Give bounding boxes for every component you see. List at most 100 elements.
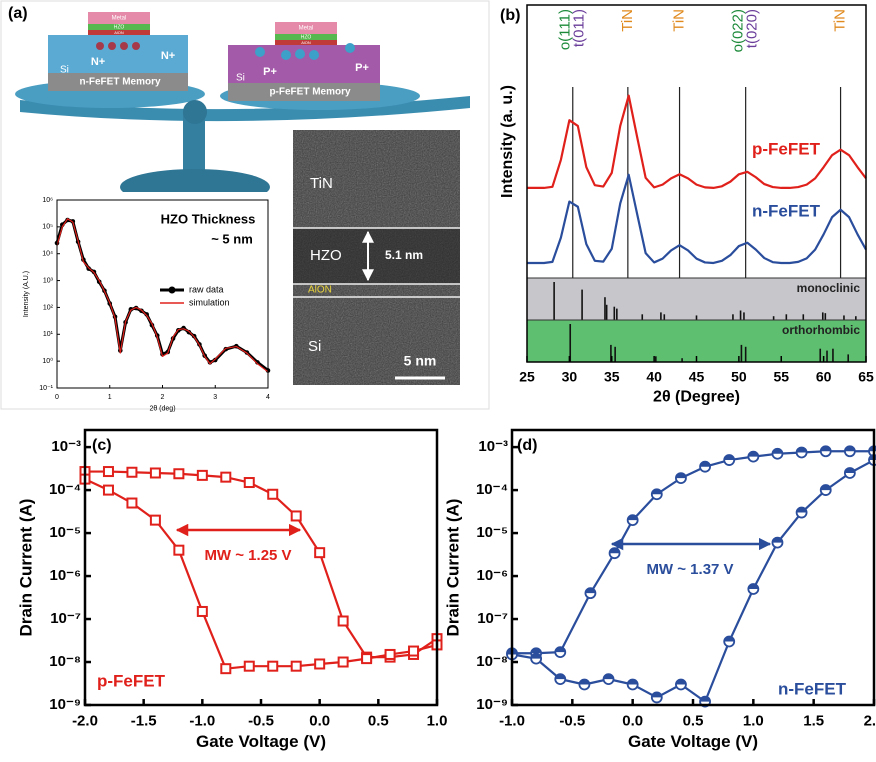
y-tick-label: 10² — [43, 304, 54, 311]
peak-label: TiN — [619, 9, 636, 32]
y-tick-label: 10⁶ — [42, 197, 53, 204]
series-line — [85, 479, 437, 669]
figure: (a) Metal HZO AlON N+ N+ Si n-FeFET Memo… — [0, 0, 876, 762]
y-tick-label: 10⁻³ — [478, 438, 508, 455]
legend-label: raw data — [189, 284, 224, 294]
marker — [174, 469, 183, 478]
marker — [748, 584, 758, 594]
y-tick-label: 10¹ — [43, 331, 54, 338]
x-tick-label: -0.5 — [248, 712, 274, 729]
marker — [610, 548, 620, 558]
annotation: HZO Thickness — [161, 211, 256, 226]
marker — [585, 588, 595, 598]
annotation: MW ~ 1.37 V — [646, 561, 733, 578]
marker — [339, 658, 348, 667]
marker — [362, 654, 371, 663]
marker — [652, 489, 662, 499]
peak-label: TiN — [671, 9, 688, 32]
y-tick-label: 10⁻⁹ — [49, 696, 81, 713]
y-tick-label: 10⁻⁶ — [476, 567, 508, 584]
tem-layer-label: Si — [308, 338, 321, 355]
marker — [315, 659, 324, 668]
x-tick-label: 40 — [646, 368, 662, 384]
x-tick-label: 25 — [519, 368, 535, 384]
x-tick-label: -1.5 — [131, 712, 157, 729]
marker — [292, 511, 301, 520]
marker — [821, 485, 831, 495]
layer-label: AlON — [301, 40, 311, 45]
x-tick-label: 0.5 — [683, 712, 704, 729]
y-tick-label: 10⁻⁷ — [477, 610, 508, 627]
marker — [724, 455, 734, 465]
x-tick-label: 2.0 — [864, 712, 876, 729]
marker — [845, 446, 855, 456]
panel-label: (a) — [8, 5, 28, 22]
substrate-label: Si — [60, 65, 69, 76]
panel-label: (d) — [517, 437, 537, 454]
x-tick-label: 0 — [55, 394, 59, 401]
x-tick-label: 30 — [562, 368, 578, 384]
x-tick-label: 1 — [108, 394, 112, 401]
device-caption: n-FeFET Memory — [79, 77, 161, 88]
device-label: p-FeFET — [97, 671, 166, 690]
marker — [104, 486, 113, 495]
drain-label: N+ — [161, 50, 175, 62]
marker — [104, 467, 113, 476]
y-tick-label: 10⁻⁸ — [49, 653, 81, 670]
y-tick-label: 10⁻⁴ — [49, 481, 81, 498]
x-tick-label: 0.0 — [309, 712, 330, 729]
scale-bar-label: 5 nm — [404, 353, 437, 369]
x-axis-label: Gate Voltage (V) — [196, 732, 326, 751]
marker — [198, 607, 207, 616]
drain-label: P+ — [355, 62, 369, 74]
x-tick-label: 3 — [213, 394, 217, 401]
x-tick-label: -1.0 — [499, 712, 525, 729]
legend-marker — [169, 287, 176, 294]
x-axis-label: Gate Voltage (V) — [628, 732, 758, 751]
series-label: p-FeFET — [752, 139, 821, 158]
marker — [604, 674, 614, 684]
x-tick-label: 2 — [161, 394, 165, 401]
x-tick-label: 1.5 — [803, 712, 824, 729]
y-tick-label: 10⁵ — [42, 224, 53, 231]
x-tick-label: 65 — [858, 368, 874, 384]
marker — [339, 617, 348, 626]
marker — [700, 462, 710, 472]
x-tick-label: 45 — [689, 368, 705, 384]
panel-a: (a) Metal HZO AlON N+ N+ Si n-FeFET Memo… — [1, 1, 489, 409]
series-label: n-FeFET — [752, 201, 821, 220]
marker — [268, 490, 277, 499]
y-tick-label: 10⁻³ — [51, 438, 81, 455]
peak-label: TiN — [832, 9, 849, 32]
marker — [268, 662, 277, 671]
charge — [281, 50, 291, 60]
marker — [628, 515, 638, 525]
balance-pivot — [183, 100, 207, 124]
marker — [315, 548, 324, 557]
marker — [221, 664, 230, 673]
marker — [409, 647, 418, 656]
substrate-label: Si — [236, 73, 245, 84]
marker — [531, 654, 541, 664]
charge — [345, 43, 355, 53]
marker — [579, 679, 589, 689]
y-axis-label: Drain Current (A) — [443, 499, 462, 637]
marker — [676, 679, 686, 689]
marker — [245, 478, 254, 487]
tem-layer-label: AlON — [308, 285, 332, 296]
reference-label: monoclinic — [797, 281, 861, 295]
panel-label: (c) — [92, 437, 112, 454]
y-tick-label: 10⁻⁸ — [476, 653, 508, 670]
marker — [127, 499, 136, 508]
y-tick-label: 10⁴ — [42, 251, 53, 258]
x-tick-label: -2.0 — [72, 712, 98, 729]
charge — [108, 42, 116, 50]
charge — [96, 42, 104, 50]
marker — [772, 449, 782, 459]
marker — [198, 471, 207, 480]
x-axis-label: 2θ (Degree) — [653, 389, 740, 406]
marker — [652, 692, 662, 702]
y-tick-label: 10⁻⁵ — [49, 524, 81, 541]
x-tick-label: 0.5 — [368, 712, 389, 729]
y-tick-label: 10⁻⁶ — [49, 567, 81, 584]
